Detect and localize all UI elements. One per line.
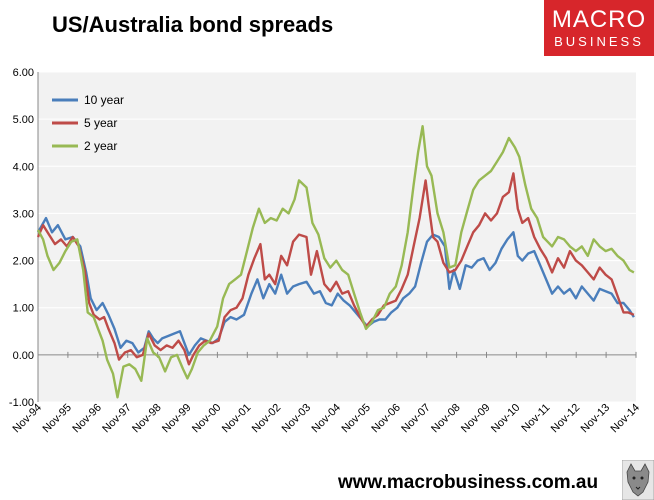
wolf-logo-icon	[622, 460, 654, 500]
legend-label: 10 year	[84, 93, 124, 107]
plot-area	[38, 72, 636, 402]
x-tick-label: Nov-01	[220, 402, 254, 436]
x-tick-label: Nov-12	[549, 402, 583, 436]
x-tick-label: Nov-14	[609, 402, 643, 436]
x-tick-label: Nov-11	[519, 402, 552, 435]
x-tick-label: Nov-07	[399, 402, 433, 436]
series-line-2-year	[36, 125, 635, 399]
y-tick-label: 3.00	[13, 208, 34, 220]
x-tick-label: Nov-96	[70, 402, 104, 436]
y-tick-label: 1.00	[13, 303, 34, 315]
x-tick-label: Nov-08	[429, 402, 463, 436]
legend: 10 year 5 year 2 year	[52, 93, 124, 153]
chart-title: US/Australia bond spreads	[52, 12, 334, 37]
legend-label: 2 year	[84, 139, 117, 153]
logo-text-macro: MACRO	[551, 6, 647, 33]
x-tick-label: Nov-13	[579, 402, 613, 436]
x-tick-label: Nov-97	[100, 402, 134, 436]
y-tick-label: 5.00	[13, 114, 34, 126]
y-axis: -1.00 0.00 1.00 2.00 3.00 4.00 5.00 6.00	[9, 67, 39, 409]
y-tick-label: 0.00	[13, 350, 34, 362]
x-tick-label: Nov-95	[40, 402, 74, 436]
x-tick-label: Nov-10	[489, 402, 523, 436]
series-line-10-year	[36, 216, 635, 357]
macrobusiness-logo: MACRO BUSINESS	[544, 0, 654, 56]
series-line-5-year	[36, 172, 635, 366]
x-tick-label: Nov-04	[310, 402, 344, 436]
x-tick-label: Nov-99	[160, 402, 194, 436]
y-tick-label: 4.00	[13, 161, 34, 173]
x-tick-label: Nov-09	[459, 402, 493, 436]
footer-url: www.macrobusiness.com.au	[338, 472, 599, 493]
x-tick-label: Nov-05	[339, 402, 373, 436]
y-tick-label: 2.00	[13, 256, 34, 268]
x-tick-label: Nov-03	[280, 402, 314, 436]
x-tick-label: Nov-98	[130, 402, 164, 436]
y-tick-label: -1.00	[9, 397, 34, 409]
y-tick-label: 6.00	[13, 67, 34, 79]
x-tick-label: Nov-02	[250, 402, 284, 436]
logo-text-business: BUSINESS	[554, 34, 644, 49]
grid-lines	[38, 71, 636, 403]
x-tick-label: Nov-00	[190, 402, 224, 436]
series-lines	[36, 125, 635, 399]
legend-label: 5 year	[84, 116, 117, 130]
x-tick-label: Nov-06	[369, 402, 403, 436]
